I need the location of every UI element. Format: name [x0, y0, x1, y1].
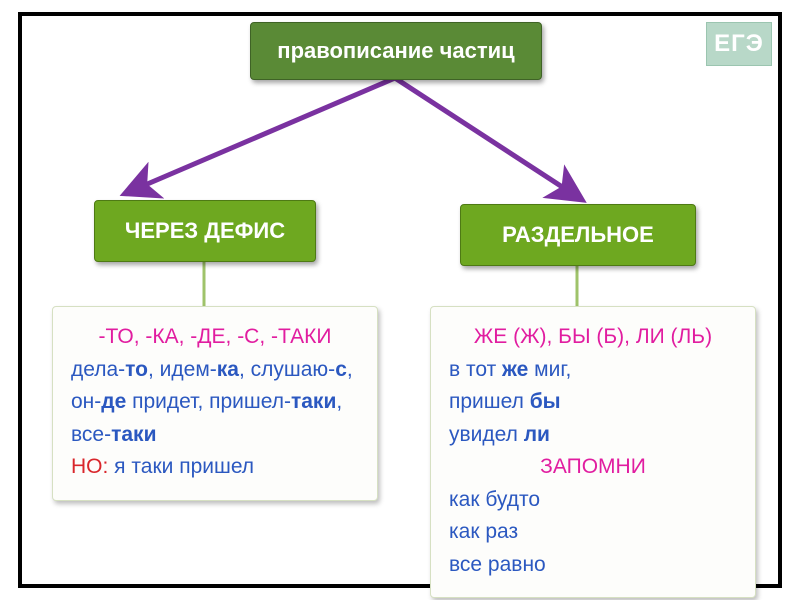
em: де [101, 390, 126, 413]
em: ли [524, 423, 550, 446]
content-separate: ЖЕ (Ж), БЫ (Б), ЛИ (ЛЬ) в тот же миг, пр… [430, 306, 756, 598]
sep-line-6: как раз [449, 516, 737, 549]
txt: , [336, 390, 342, 413]
em: же [502, 358, 528, 381]
txt: придет, пришел- [126, 390, 291, 413]
txt: , идем- [148, 358, 217, 381]
hyphen-line-4: НО: я таки пришел [71, 451, 359, 484]
em: с [335, 358, 347, 381]
txt: все- [71, 423, 111, 446]
hyphen-line-2: он-де придет, пришел-таки, [71, 386, 359, 419]
remember-label: ЗАПОМНИ [449, 451, 737, 484]
txt: увидел [449, 423, 524, 446]
em: ка [217, 358, 239, 381]
txt: , [347, 358, 353, 381]
arrow-left [138, 78, 395, 188]
em: таки [111, 423, 156, 446]
txt: я таки пришел [108, 455, 254, 478]
ege-logo-text: ЕГЭ [714, 30, 764, 58]
sep-line-2: пришел бы [449, 386, 737, 419]
txt: в тот [449, 358, 502, 381]
ege-logo: ЕГЭ [706, 22, 772, 66]
txt: он- [71, 390, 101, 413]
em: бы [530, 390, 561, 413]
em: то [125, 358, 148, 381]
but-label: НО: [71, 455, 108, 478]
sep-line-1: в тот же миг, [449, 354, 737, 387]
content-hyphen: -ТО, -КА, -ДЕ, -С, -ТАКИ дела-то, идем-к… [52, 306, 378, 501]
txt: дела- [71, 358, 125, 381]
txt: , слушаю- [239, 358, 335, 381]
arrow-right [395, 78, 570, 192]
hyphen-heading: -ТО, -КА, -ДЕ, -С, -ТАКИ [71, 321, 359, 354]
branch-separate: РАЗДЕЛЬНОЕ [460, 204, 696, 266]
sep-line-3: увидел ли [449, 419, 737, 452]
branch-separate-label: РАЗДЕЛЬНОЕ [502, 222, 654, 248]
em: таки [291, 390, 336, 413]
txt: пришел [449, 390, 530, 413]
hyphen-line-3: все-таки [71, 419, 359, 452]
root-label: правописание частиц [277, 38, 514, 64]
branch-hyphen: ЧЕРЕЗ ДЕФИС [94, 200, 316, 262]
sep-line-5: как будто [449, 484, 737, 517]
separate-heading: ЖЕ (Ж), БЫ (Б), ЛИ (ЛЬ) [449, 321, 737, 354]
hyphen-line-1: дела-то, идем-ка, слушаю-с, [71, 354, 359, 387]
sep-line-7: все равно [449, 549, 737, 582]
root-node: правописание частиц [250, 22, 542, 80]
diagram-frame: ЕГЭ правописание частиц ЧЕРЕЗ ДЕФИС РАЗД… [18, 12, 782, 588]
branch-hyphen-label: ЧЕРЕЗ ДЕФИС [125, 218, 285, 244]
txt: миг, [528, 358, 571, 381]
